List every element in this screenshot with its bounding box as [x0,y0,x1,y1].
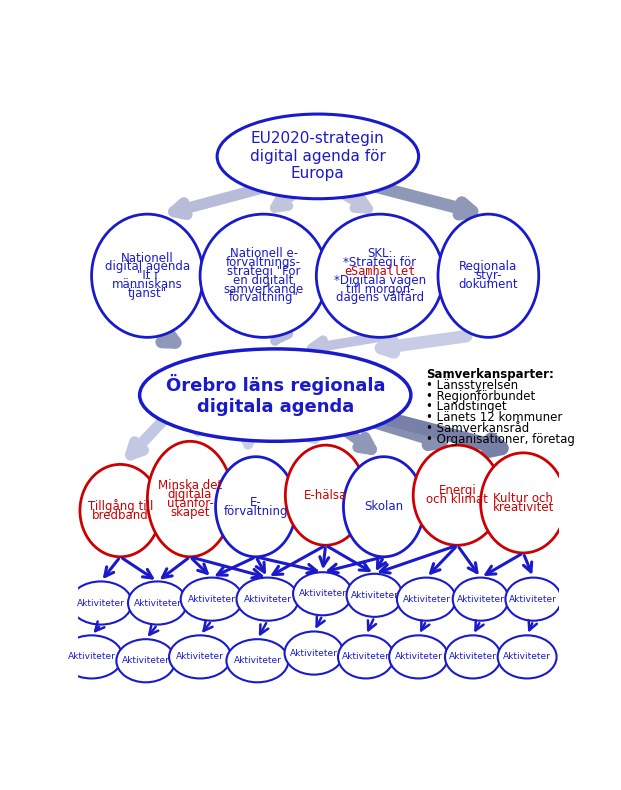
Text: dagens välfärd: dagens välfärd [336,292,424,304]
Text: • Länets 12 kommuner: • Länets 12 kommuner [427,412,563,424]
Ellipse shape [316,214,443,337]
Text: utanför-: utanför- [166,497,214,510]
Text: Örebro läns regionala
digitala agenda: Örebro läns regionala digitala agenda [166,374,385,416]
Text: Energi: Energi [438,484,476,497]
Ellipse shape [445,635,501,679]
Ellipse shape [347,574,402,617]
Text: • Landstinget: • Landstinget [427,401,507,413]
Text: dokument: dokument [458,278,518,291]
Ellipse shape [497,635,556,679]
Text: förvaltning": förvaltning" [229,292,299,304]
Text: EU2020-strategin
digital agenda för
Europa: EU2020-strategin digital agenda för Euro… [250,131,386,181]
Text: Aktiviteter: Aktiviteter [68,653,116,661]
Ellipse shape [389,635,448,679]
Ellipse shape [80,465,161,557]
Text: Aktiviteter: Aktiviteter [299,589,347,598]
Ellipse shape [338,635,394,679]
Ellipse shape [505,577,561,621]
Ellipse shape [200,214,327,337]
Ellipse shape [91,214,203,337]
Ellipse shape [147,442,233,557]
Text: människans: människans [112,278,183,291]
Ellipse shape [70,581,132,625]
Text: eSamhället: eSamhället [344,265,415,278]
Text: Aktiviteter: Aktiviteter [449,653,497,661]
Text: Aktiviteter: Aktiviteter [77,599,125,608]
Text: tjänst": tjänst" [128,287,167,300]
Ellipse shape [453,577,509,621]
Text: • Länsstyrelsen: • Länsstyrelsen [427,379,519,392]
Text: Aktiviteter: Aktiviteter [456,595,504,604]
Text: Nationell: Nationell [121,251,174,265]
Ellipse shape [227,639,288,683]
Text: Tillgång till: Tillgång till [88,499,153,514]
Ellipse shape [215,457,296,557]
Text: Skolan: Skolan [364,500,403,514]
Text: till morgon-: till morgon- [346,283,414,295]
Text: digital agenda: digital agenda [105,261,190,273]
Text: Aktiviteter: Aktiviteter [122,656,170,665]
Ellipse shape [128,581,187,625]
Ellipse shape [61,635,122,679]
Text: • Samverkansråd: • Samverkansråd [427,422,530,435]
Text: "It i: "It i [137,269,158,282]
Text: *Strategi för: *Strategi för [343,256,417,269]
Text: Kultur och: Kultur och [493,492,553,505]
Text: E-hälsa: E-hälsa [304,489,347,502]
Ellipse shape [140,349,411,442]
Text: Aktiviteter: Aktiviteter [134,599,181,608]
Text: SKL:: SKL: [367,247,392,260]
Text: E-: E- [250,496,261,509]
Text: Samverkansparter:: Samverkansparter: [427,368,555,381]
Ellipse shape [116,639,175,683]
Text: en digitalt: en digitalt [233,273,294,287]
Ellipse shape [293,572,352,615]
Text: Aktiviteter: Aktiviteter [350,591,399,600]
Ellipse shape [285,445,366,545]
Text: bredband: bredband [92,509,148,521]
Text: Aktiviteter: Aktiviteter [395,653,443,661]
Ellipse shape [481,453,566,553]
Text: skapet: skapet [170,506,210,519]
Text: Nationell e-: Nationell e- [230,247,297,260]
Text: Aktiviteter: Aktiviteter [188,595,235,604]
Text: Aktiviteter: Aktiviteter [243,595,291,604]
Ellipse shape [284,631,343,675]
Text: Aktiviteter: Aktiviteter [176,653,224,661]
Ellipse shape [438,214,539,337]
Text: samverkande: samverkande [224,283,304,295]
Text: Aktiviteter: Aktiviteter [233,656,281,665]
Text: Aktiviteter: Aktiviteter [290,649,338,657]
Ellipse shape [413,445,502,545]
Text: digitala: digitala [168,488,212,501]
Ellipse shape [237,577,299,621]
Text: *Digitala vägen: *Digitala vägen [334,273,426,287]
Text: förvaltning: förvaltning [224,505,288,517]
Ellipse shape [217,114,419,199]
Text: Aktiviteter: Aktiviteter [342,653,390,661]
Text: förvaltnings-: förvaltnings- [226,256,301,269]
Text: • Regionförbundet: • Regionförbundet [427,389,536,403]
Text: Regionala: Regionala [460,261,517,273]
Text: styr-: styr- [475,269,502,282]
Ellipse shape [343,457,424,557]
Text: Aktiviteter: Aktiviteter [509,595,557,604]
Ellipse shape [397,577,456,621]
Text: Aktiviteter: Aktiviteter [503,653,551,661]
Ellipse shape [181,577,243,621]
Text: Minska det: Minska det [158,480,222,492]
Text: kreativitet: kreativitet [492,501,554,514]
Text: och klimat: och klimat [427,493,488,506]
Ellipse shape [169,635,231,679]
Text: • Organisationer, företag: • Organisationer, företag [427,433,575,446]
Text: Aktiviteter: Aktiviteter [402,595,450,604]
Text: strategi "För: strategi "För [227,265,301,278]
